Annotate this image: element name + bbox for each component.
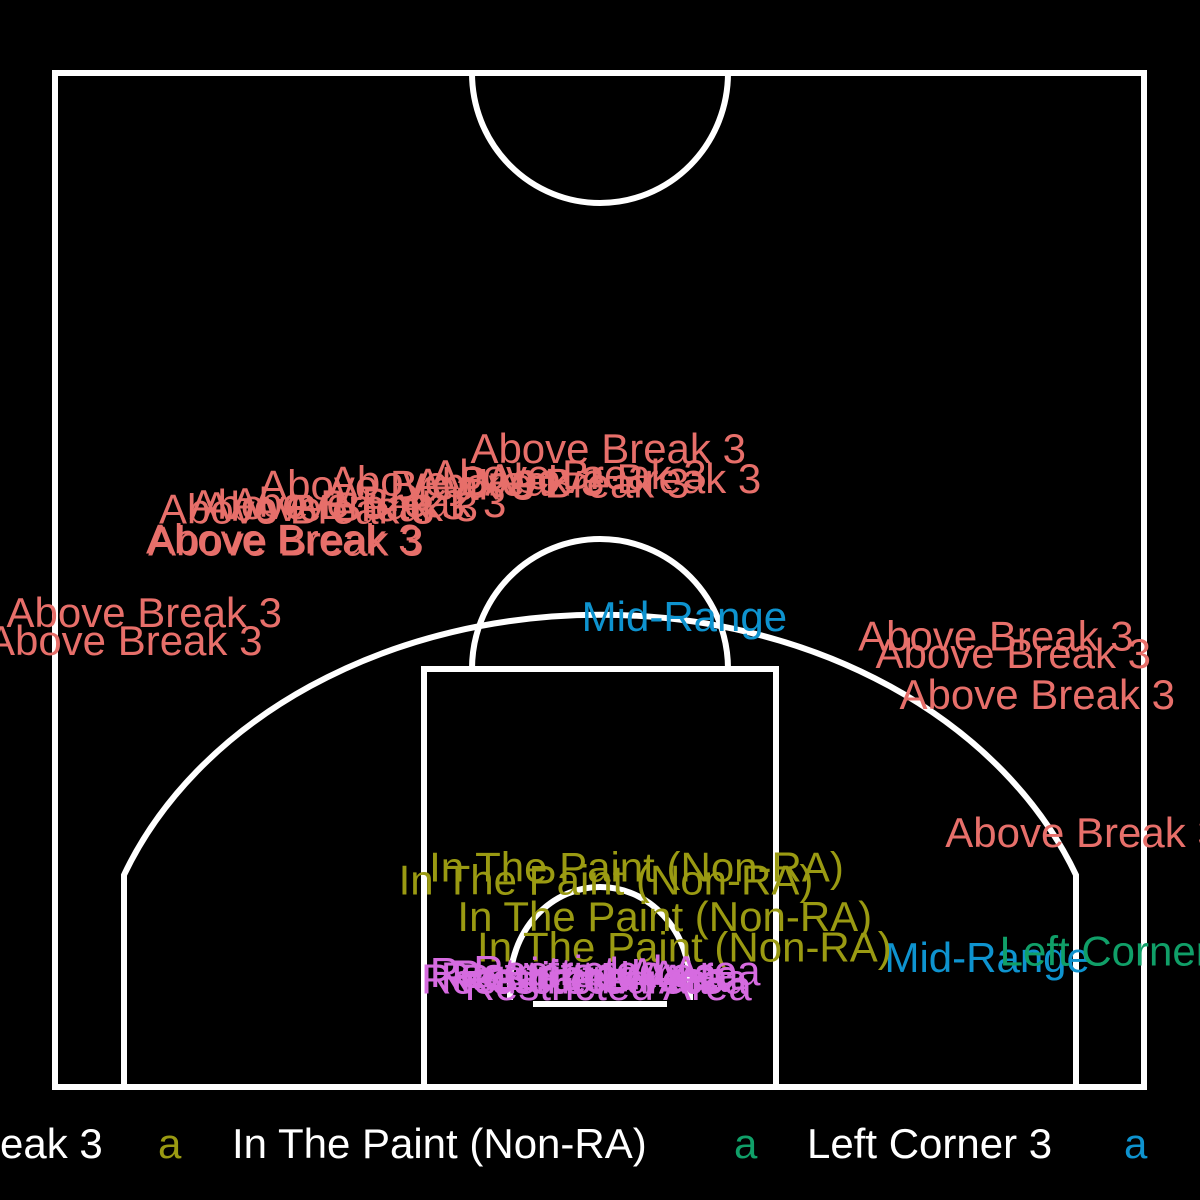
shot-label-19: Mid-Range: [884, 934, 1089, 981]
shot-label-10: Above Break 3: [190, 481, 466, 528]
shot-label-17: Above Break 3: [945, 809, 1200, 856]
shot-label-1: Above Break 3: [486, 455, 762, 502]
shot-label-21: In The Paint (Non-RA): [399, 856, 814, 903]
shot-label-23: In The Paint (Non-RA): [477, 923, 892, 970]
shot-label-30: Restricted Area: [465, 962, 753, 1009]
legend: eak 3 a In The Paint (Non-RA) a Left Cor…: [0, 1120, 1148, 1167]
shot-label-4: Above Break 3: [329, 457, 605, 504]
shot-label-26: Restricted Area: [441, 954, 729, 1001]
shot-label-29: Restricted Area: [460, 956, 748, 1003]
legend-label-above-break-3: eak 3: [0, 1120, 103, 1167]
shot-label-11: Above Break 3: [259, 462, 535, 509]
shot-label-31: Restricted Area: [452, 951, 740, 998]
shot-label-3: Above Break 3: [414, 459, 690, 506]
legend-label-in-the-paint: In The Paint (Non-RA): [232, 1120, 647, 1167]
restricted-area-arc: [507, 884, 693, 1000]
three-point-line: [121, 611, 1079, 1087]
shot-label-0: Above Break 3: [470, 425, 746, 472]
shot-label-13: Above Break 3: [0, 617, 262, 664]
legend-key-mid-range: a: [1124, 1120, 1148, 1167]
legend-key-left-corner-3: a: [734, 1120, 758, 1167]
shot-label-27: Restricted Area: [430, 949, 718, 996]
shot-label-5: Above Break 3: [231, 479, 507, 526]
shot-label-24: Left Corner 3: [1000, 928, 1200, 975]
shot-label-6: Above Break 3: [146, 516, 422, 563]
shot-label-22: In The Paint (Non-RA): [457, 893, 872, 940]
basketball-court: [52, 70, 1147, 1090]
shot-label-18: Mid-Range: [582, 593, 787, 640]
shot-label-20: In The Paint (Non-RA): [429, 843, 844, 890]
shot-label-15: Above Break 3: [876, 630, 1152, 677]
shot-label-12: Above Break 3: [7, 589, 283, 636]
legend-key-in-the-paint: a: [158, 1120, 182, 1167]
shot-label-16: Above Break 3: [900, 671, 1176, 718]
legend-label-left-corner-3: Left Corner 3: [807, 1120, 1052, 1167]
shot-label-14: Above Break 3: [858, 613, 1134, 660]
paint-lane: [421, 666, 779, 1090]
shot-label-2: Above Break 3: [431, 451, 707, 498]
shot-label-7: Above Break 3: [148, 518, 424, 565]
shot-label-9: Above Break 3: [203, 483, 479, 530]
shot-label-8: Above Break 3: [159, 485, 435, 532]
center-circle: [469, 72, 731, 206]
shot-label-25: Restricted Area: [473, 947, 761, 994]
shot-label-28: Restricted Area: [421, 956, 709, 1003]
free-throw-circle: [469, 536, 731, 670]
